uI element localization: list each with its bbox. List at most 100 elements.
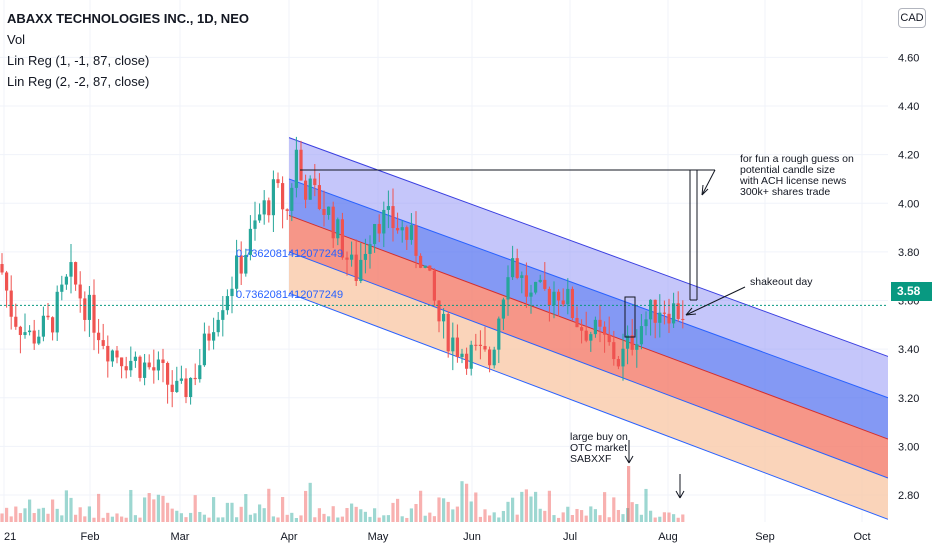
chart-legend: ABAXX TECHNOLOGIES INC., 1D, NEO Vol Lin… (7, 8, 249, 92)
volume-bar (207, 517, 211, 522)
candle-body (281, 183, 285, 210)
volume-bar (175, 510, 179, 522)
candle-body (313, 178, 317, 186)
volume-bar (327, 516, 331, 522)
annotation-otc-line-1: large buy on (570, 431, 628, 443)
candle-body (432, 270, 436, 301)
volume-bar (377, 517, 381, 522)
candle-body (253, 220, 257, 229)
candle-body (69, 262, 73, 277)
candle-body (110, 350, 114, 362)
legend-linreg-1[interactable]: Lin Reg (1, -1, 87, close) (7, 53, 150, 68)
volume-bar (515, 514, 519, 522)
volume-bar (133, 515, 137, 522)
candle-body (285, 209, 289, 211)
time-tick-5: Jun (463, 531, 481, 543)
volume-bar (161, 495, 165, 522)
volume-bar (492, 512, 496, 522)
candle-body (354, 254, 358, 282)
candle-body (101, 340, 105, 346)
volume-bar (170, 508, 174, 522)
volume-bar (64, 490, 68, 522)
candle-body (14, 316, 18, 327)
volume-bar (584, 515, 588, 522)
candle-body (18, 326, 22, 336)
price-axis[interactable]: 2.803.003.203.403.603.804.004.204.404.60 (888, 0, 932, 522)
candle-body (46, 315, 50, 318)
candle-body (83, 298, 87, 320)
volume-bar (676, 517, 680, 522)
candle-body (396, 228, 400, 231)
candle-body (575, 318, 579, 328)
volume-bar (290, 512, 294, 522)
volume-bar (87, 506, 91, 522)
candle-body (676, 303, 680, 319)
volume-bar (0, 513, 4, 522)
volume-bar (603, 492, 607, 522)
candle-body (175, 380, 179, 392)
volume-bar (304, 490, 308, 522)
volume-bar (262, 508, 266, 522)
price-tick-8: 4.40 (898, 101, 919, 113)
volume-bar (60, 515, 64, 522)
price-tick-7: 4.20 (898, 150, 919, 162)
candle-body (97, 332, 101, 341)
volume-bar (373, 508, 377, 522)
volume-bar (281, 496, 285, 522)
symbol-title[interactable]: ABAXX TECHNOLOGIES INC., 1D, NEO (7, 11, 249, 26)
candle-body (184, 378, 188, 398)
currency-badge[interactable]: CAD (898, 8, 926, 28)
volume-bars (0, 466, 685, 522)
candle-body (662, 312, 666, 314)
volume-bar (368, 516, 372, 522)
volume-bar (561, 512, 565, 522)
candle-body (649, 299, 653, 320)
volume-bar (432, 516, 436, 522)
volume-bar (414, 503, 418, 522)
volume-bar (681, 514, 685, 522)
volume-bar (653, 517, 657, 522)
drawing-volume-arrowhead-b (679, 490, 685, 499)
candle-body (460, 353, 464, 358)
candle-body (511, 258, 515, 278)
volume-bar (396, 498, 400, 522)
volume-bar (382, 515, 386, 522)
legend-linreg-2[interactable]: Lin Reg (2, -2, 87, close) (7, 74, 150, 89)
candle-body (304, 180, 308, 200)
volume-bar (409, 508, 413, 522)
candle-body (446, 313, 450, 352)
time-axis[interactable]: 21 Feb Mar Apr May Jun Jul Aug Sep Oct (0, 522, 932, 550)
candle-body (616, 359, 620, 367)
time-tick-9: Oct (853, 531, 870, 543)
candle-body (225, 296, 229, 311)
annotation-otc-line-3: SABXXF (570, 453, 612, 465)
volume-bar (391, 502, 395, 522)
volume-bar (566, 506, 570, 522)
annotation-shakeout: shakeout day (750, 276, 813, 288)
time-tick-4: May (368, 531, 389, 543)
volume-bar (235, 517, 239, 522)
drawing-box (624, 296, 636, 338)
legend-volume[interactable]: Vol (7, 32, 26, 47)
candle-body (639, 326, 643, 345)
candle-body (87, 294, 91, 320)
candle-body (626, 335, 630, 349)
volume-bar (285, 514, 289, 522)
volume-bar (276, 517, 280, 522)
time-tick-6: Jul (563, 531, 577, 543)
candle-body (598, 319, 602, 327)
volume-bar (267, 488, 271, 522)
candle-body (644, 319, 648, 327)
drawing-otc-arrowhead-b (628, 455, 634, 464)
volume-bar (524, 489, 528, 522)
volume-bar (621, 514, 625, 522)
volume-bar (271, 516, 275, 522)
time-tick-8: Sep (755, 531, 775, 543)
volume-bar (78, 507, 82, 522)
candle-body (267, 200, 271, 216)
price-tick-2: 3.20 (898, 393, 919, 405)
volume-bar (18, 513, 22, 522)
band-lower (289, 215, 888, 478)
candle-body (327, 206, 331, 215)
